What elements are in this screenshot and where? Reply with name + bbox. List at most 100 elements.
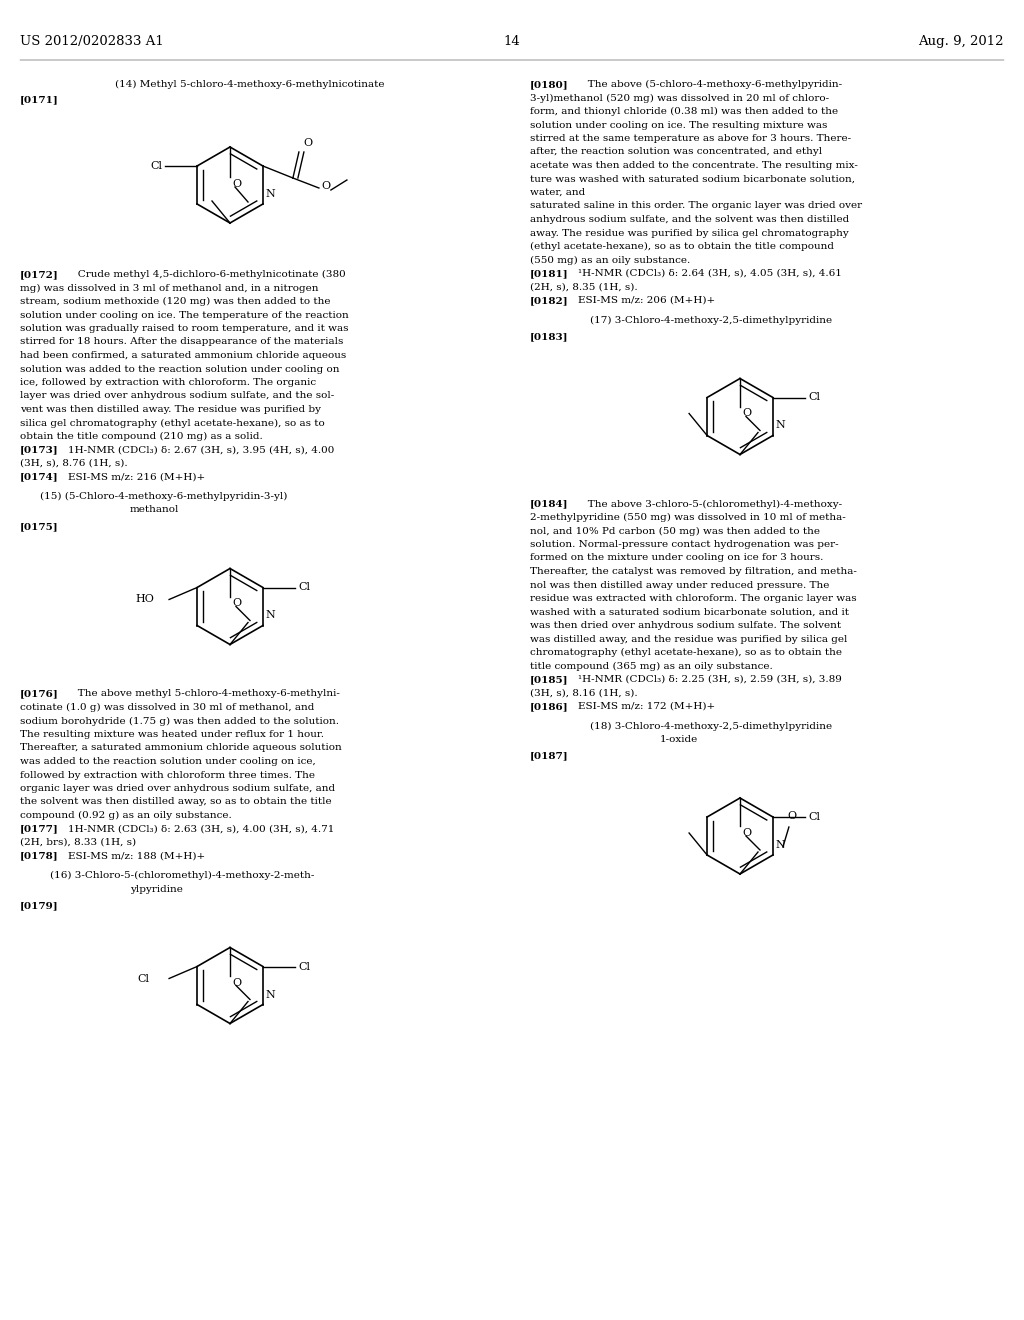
Text: sodium borohydride (1.75 g) was then added to the solution.: sodium borohydride (1.75 g) was then add… xyxy=(20,717,339,726)
Text: stream, sodium methoxide (120 mg) was then added to the: stream, sodium methoxide (120 mg) was th… xyxy=(20,297,331,306)
Text: O: O xyxy=(303,139,312,148)
Text: Cl: Cl xyxy=(137,974,150,983)
Text: [0172]: [0172] xyxy=(20,271,58,279)
Text: formed on the mixture under cooling on ice for 3 hours.: formed on the mixture under cooling on i… xyxy=(530,553,823,562)
Text: washed with a saturated sodium bicarbonate solution, and it: washed with a saturated sodium bicarbona… xyxy=(530,607,849,616)
Text: Cl: Cl xyxy=(808,392,820,403)
Text: followed by extraction with chloroform three times. The: followed by extraction with chloroform t… xyxy=(20,771,315,780)
Text: [0179]: [0179] xyxy=(20,902,58,909)
Text: [0180]: [0180] xyxy=(530,81,568,88)
Text: The resulting mixture was heated under reflux for 1 hour.: The resulting mixture was heated under r… xyxy=(20,730,324,739)
Text: [0171]: [0171] xyxy=(20,95,58,104)
Text: The above (5-chloro-4-methoxy-6-methylpyridin-: The above (5-chloro-4-methoxy-6-methylpy… xyxy=(578,81,842,90)
Text: 3-yl)methanol (520 mg) was dissolved in 20 ml of chloro-: 3-yl)methanol (520 mg) was dissolved in … xyxy=(530,94,829,103)
Text: [0178]: [0178] xyxy=(20,851,58,861)
Text: had been confirmed, a saturated ammonium chloride aqueous: had been confirmed, a saturated ammonium… xyxy=(20,351,346,360)
Text: [0176]: [0176] xyxy=(20,689,58,698)
Text: 1-oxide: 1-oxide xyxy=(660,735,698,744)
Text: [0184]: [0184] xyxy=(530,499,568,508)
Text: (17) 3-Chloro-4-methoxy-2,5-dimethylpyridine: (17) 3-Chloro-4-methoxy-2,5-dimethylpyri… xyxy=(590,315,833,325)
Text: ¹H-NMR (CDCl₃) δ: 2.64 (3H, s), 4.05 (3H, s), 4.61: ¹H-NMR (CDCl₃) δ: 2.64 (3H, s), 4.05 (3H… xyxy=(578,269,842,279)
Text: N: N xyxy=(776,421,785,430)
Text: O: O xyxy=(232,978,241,987)
Text: (15) (5-Chloro-4-methoxy-6-methylpyridin-3-yl): (15) (5-Chloro-4-methoxy-6-methylpyridin… xyxy=(40,492,288,502)
Text: N: N xyxy=(266,189,275,199)
Text: form, and thionyl chloride (0.38 ml) was then added to the: form, and thionyl chloride (0.38 ml) was… xyxy=(530,107,838,116)
Text: O: O xyxy=(232,598,241,609)
Text: away. The residue was purified by silica gel chromatography: away. The residue was purified by silica… xyxy=(530,228,849,238)
Text: [0174]: [0174] xyxy=(20,473,58,482)
Text: chromatography (ethyl acetate-hexane), so as to obtain the: chromatography (ethyl acetate-hexane), s… xyxy=(530,648,842,657)
Text: Crude methyl 4,5-dichloro-6-methylnicotinate (380: Crude methyl 4,5-dichloro-6-methylnicoti… xyxy=(68,271,346,279)
Text: ESI-MS m/z: 206 (M+H)+: ESI-MS m/z: 206 (M+H)+ xyxy=(578,296,715,305)
Text: was distilled away, and the residue was purified by silica gel: was distilled away, and the residue was … xyxy=(530,635,848,644)
Text: (14) Methyl 5-chloro-4-methoxy-6-methylnicotinate: (14) Methyl 5-chloro-4-methoxy-6-methyln… xyxy=(115,81,384,90)
Text: obtain the title compound (210 mg) as a solid.: obtain the title compound (210 mg) as a … xyxy=(20,432,263,441)
Text: (550 mg) as an oily substance.: (550 mg) as an oily substance. xyxy=(530,256,690,264)
Text: ESI-MS m/z: 172 (M+H)+: ESI-MS m/z: 172 (M+H)+ xyxy=(578,702,715,711)
Text: Thereafter, a saturated ammonium chloride aqueous solution: Thereafter, a saturated ammonium chlorid… xyxy=(20,743,342,752)
Text: ESI-MS m/z: 188 (M+H)+: ESI-MS m/z: 188 (M+H)+ xyxy=(68,851,205,861)
Text: ture was washed with saturated sodium bicarbonate solution,: ture was washed with saturated sodium bi… xyxy=(530,174,855,183)
Text: cotinate (1.0 g) was dissolved in 30 ml of methanol, and: cotinate (1.0 g) was dissolved in 30 ml … xyxy=(20,704,314,711)
Text: 14: 14 xyxy=(504,36,520,48)
Text: saturated saline in this order. The organic layer was dried over: saturated saline in this order. The orga… xyxy=(530,202,862,210)
Text: N: N xyxy=(776,840,785,850)
Text: (16) 3-Chloro-5-(chloromethyl)-4-methoxy-2-meth-: (16) 3-Chloro-5-(chloromethyl)-4-methoxy… xyxy=(50,871,314,880)
Text: ylpyridine: ylpyridine xyxy=(130,884,183,894)
Text: water, and: water, and xyxy=(530,187,586,197)
Text: 2-methylpyridine (550 mg) was dissolved in 10 ml of metha-: 2-methylpyridine (550 mg) was dissolved … xyxy=(530,513,846,523)
Text: 1H-NMR (CDCl₃) δ: 2.63 (3H, s), 4.00 (3H, s), 4.71: 1H-NMR (CDCl₃) δ: 2.63 (3H, s), 4.00 (3H… xyxy=(68,825,335,833)
Text: [0175]: [0175] xyxy=(20,521,58,531)
Text: ¹H-NMR (CDCl₃) δ: 2.25 (3H, s), 2.59 (3H, s), 3.89: ¹H-NMR (CDCl₃) δ: 2.25 (3H, s), 2.59 (3H… xyxy=(578,675,842,684)
Text: (2H, brs), 8.33 (1H, s): (2H, brs), 8.33 (1H, s) xyxy=(20,838,136,847)
Text: solution under cooling on ice. The temperature of the reaction: solution under cooling on ice. The tempe… xyxy=(20,310,349,319)
Text: N: N xyxy=(266,610,275,620)
Text: (3H, s), 8.76 (1H, s).: (3H, s), 8.76 (1H, s). xyxy=(20,459,128,469)
Text: [0186]: [0186] xyxy=(530,702,568,711)
Text: 1H-NMR (CDCl₃) δ: 2.67 (3H, s), 3.95 (4H, s), 4.00: 1H-NMR (CDCl₃) δ: 2.67 (3H, s), 3.95 (4H… xyxy=(68,446,335,454)
Text: O: O xyxy=(232,180,241,189)
Text: acetate was then added to the concentrate. The resulting mix-: acetate was then added to the concentrat… xyxy=(530,161,858,170)
Text: solution was added to the reaction solution under cooling on: solution was added to the reaction solut… xyxy=(20,364,340,374)
Text: Cl: Cl xyxy=(808,812,820,822)
Text: nol was then distilled away under reduced pressure. The: nol was then distilled away under reduce… xyxy=(530,581,829,590)
Text: [0181]: [0181] xyxy=(530,269,568,279)
Text: US 2012/0202833 A1: US 2012/0202833 A1 xyxy=(20,36,164,48)
Text: layer was dried over anhydrous sodium sulfate, and the sol-: layer was dried over anhydrous sodium su… xyxy=(20,392,334,400)
Text: was added to the reaction solution under cooling on ice,: was added to the reaction solution under… xyxy=(20,756,315,766)
Text: solution. Normal-pressure contact hydrogenation was per-: solution. Normal-pressure contact hydrog… xyxy=(530,540,839,549)
Text: Cl: Cl xyxy=(298,961,310,972)
Text: Cl: Cl xyxy=(298,582,310,593)
Text: mg) was dissolved in 3 ml of methanol and, in a nitrogen: mg) was dissolved in 3 ml of methanol an… xyxy=(20,284,318,293)
Text: stirred at the same temperature as above for 3 hours. There-: stirred at the same temperature as above… xyxy=(530,135,851,143)
Text: [0177]: [0177] xyxy=(20,825,58,833)
Text: Thereafter, the catalyst was removed by filtration, and metha-: Thereafter, the catalyst was removed by … xyxy=(530,568,857,576)
Text: (ethyl acetate-hexane), so as to obtain the title compound: (ethyl acetate-hexane), so as to obtain … xyxy=(530,242,834,251)
Text: silica gel chromatography (ethyl acetate-hexane), so as to: silica gel chromatography (ethyl acetate… xyxy=(20,418,325,428)
Text: solution was gradually raised to room temperature, and it was: solution was gradually raised to room te… xyxy=(20,323,348,333)
Text: compound (0.92 g) as an oily substance.: compound (0.92 g) as an oily substance. xyxy=(20,810,231,820)
Text: solution under cooling on ice. The resulting mixture was: solution under cooling on ice. The resul… xyxy=(530,120,827,129)
Text: residue was extracted with chloroform. The organic layer was: residue was extracted with chloroform. T… xyxy=(530,594,857,603)
Text: stirred for 18 hours. After the disappearance of the materials: stirred for 18 hours. After the disappea… xyxy=(20,338,343,346)
Text: the solvent was then distilled away, so as to obtain the title: the solvent was then distilled away, so … xyxy=(20,797,332,807)
Text: (18) 3-Chloro-4-methoxy-2,5-dimethylpyridine: (18) 3-Chloro-4-methoxy-2,5-dimethylpyri… xyxy=(590,722,833,731)
Text: ice, followed by extraction with chloroform. The organic: ice, followed by extraction with chlorof… xyxy=(20,378,316,387)
Text: after, the reaction solution was concentrated, and ethyl: after, the reaction solution was concent… xyxy=(530,148,822,157)
Text: The above methyl 5-chloro-4-methoxy-6-methylni-: The above methyl 5-chloro-4-methoxy-6-me… xyxy=(68,689,340,698)
Text: N: N xyxy=(266,990,275,999)
Text: was then dried over anhydrous sodium sulfate. The solvent: was then dried over anhydrous sodium sul… xyxy=(530,620,841,630)
Text: title compound (365 mg) as an oily substance.: title compound (365 mg) as an oily subst… xyxy=(530,661,773,671)
Text: The above 3-chloro-5-(chloromethyl)-4-methoxy-: The above 3-chloro-5-(chloromethyl)-4-me… xyxy=(578,499,842,508)
Text: vent was then distilled away. The residue was purified by: vent was then distilled away. The residu… xyxy=(20,405,321,414)
Text: methanol: methanol xyxy=(130,506,179,515)
Text: anhydrous sodium sulfate, and the solvent was then distilled: anhydrous sodium sulfate, and the solven… xyxy=(530,215,849,224)
Text: O: O xyxy=(742,408,752,418)
Text: organic layer was dried over anhydrous sodium sulfate, and: organic layer was dried over anhydrous s… xyxy=(20,784,335,793)
Text: O: O xyxy=(742,828,752,838)
Text: O: O xyxy=(321,181,330,191)
Text: HO: HO xyxy=(135,594,154,605)
Text: (3H, s), 8.16 (1H, s).: (3H, s), 8.16 (1H, s). xyxy=(530,689,638,697)
Text: [0173]: [0173] xyxy=(20,446,58,454)
